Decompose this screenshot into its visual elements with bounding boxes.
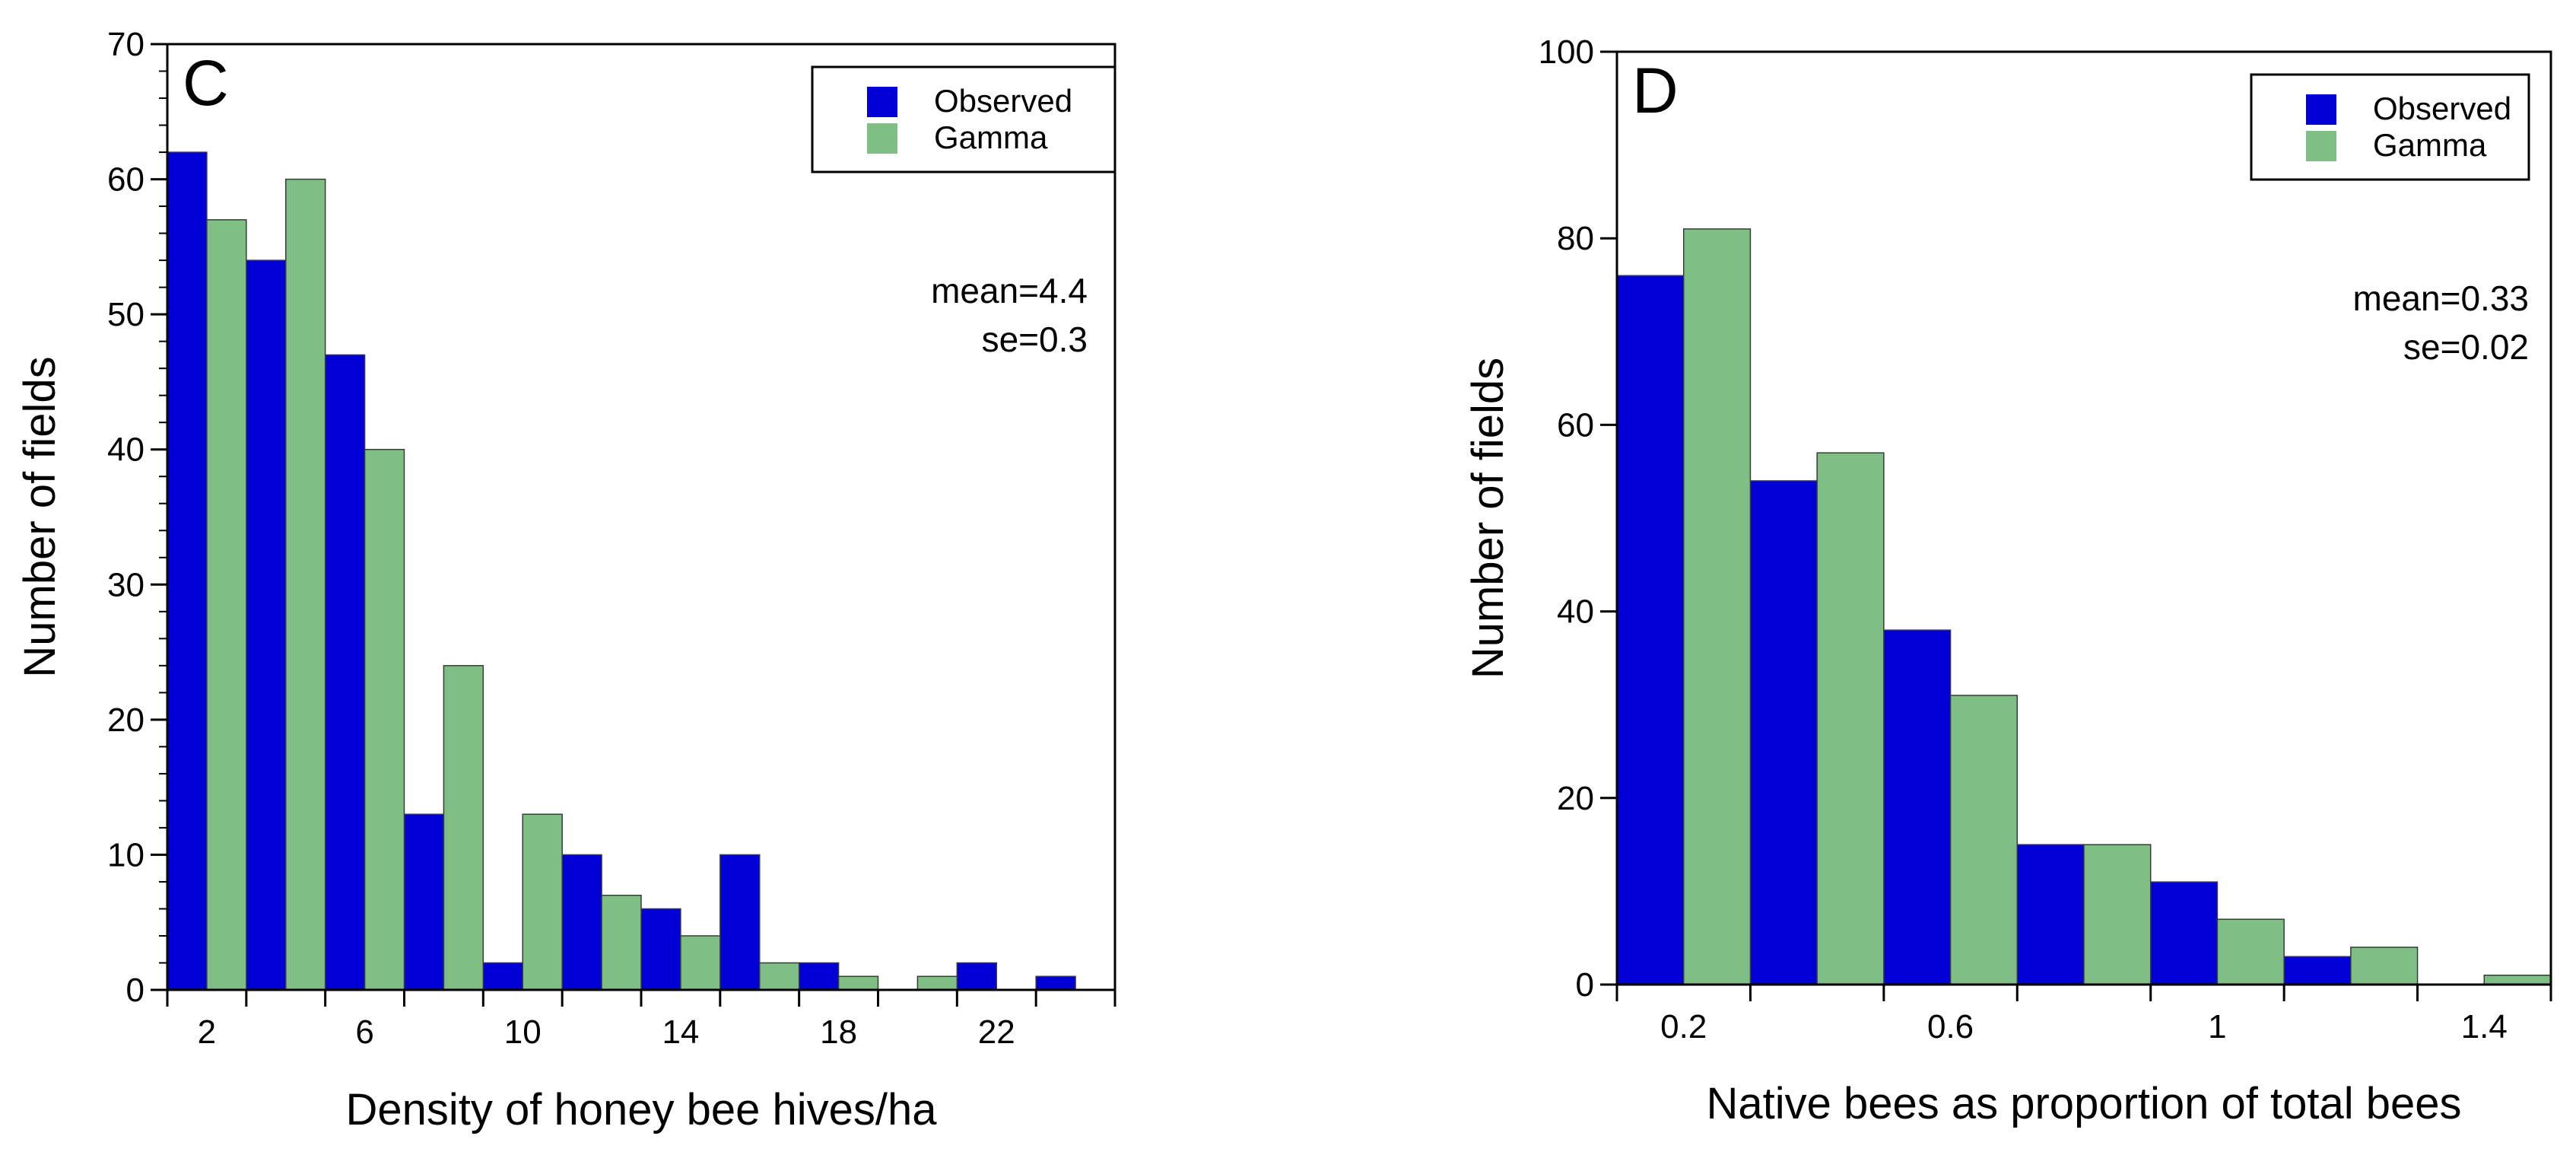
bar-observed-0.4 [1749,480,1818,985]
se-annotation: se=0.02 [2403,327,2529,367]
bar-observed-8 [403,813,445,991]
bar-observed-10 [482,962,523,991]
legend-swatch-observed [867,87,897,117]
x-tick-label: 14 [662,1013,699,1051]
bar-gamma-2 [206,219,247,991]
panel-label: D [1632,55,1679,126]
bar-observed-24 [1035,975,1076,991]
bar-observed-4 [246,259,287,991]
legend-label-observed: Observed [2373,91,2511,126]
mean-annotation: mean=4.4 [931,271,1088,310]
bar-observed-14 [640,908,681,991]
legend-label-observed: Observed [934,83,1072,119]
se-annotation: se=0.3 [982,320,1088,359]
bar-gamma-0.8 [2083,844,2152,985]
y-tick-label: 40 [107,431,145,469]
bar-gamma-0.6 [1949,695,2019,985]
plot-frame [1615,50,2552,986]
legend-swatch-gamma [867,123,897,154]
bar-gamma-20 [916,975,958,991]
bar-observed-16 [719,854,761,991]
y-tick-label: 50 [107,296,145,333]
y-tick-label: 60 [1557,406,1594,444]
panel-label: C [183,47,229,119]
bar-gamma-0.4 [1816,452,1885,985]
legend-swatch-observed [2306,94,2336,125]
x-tick-label: 6 [355,1013,373,1051]
legend-label-gamma: Gamma [2373,127,2487,163]
bar-observed-1.2 [2283,956,2352,985]
bar-observed-0.8 [2016,844,2085,985]
y-tick-label: 100 [1539,33,1594,71]
legend-box [811,65,1116,173]
y-tick-label: 20 [1557,780,1594,817]
bar-gamma-8 [443,665,484,991]
bar-gamma-1.2 [2350,947,2419,985]
bar-gamma-18 [837,975,879,991]
x-tick-label: 22 [978,1013,1015,1051]
y-tick-label: 60 [107,161,145,199]
y-tick-label: 0 [1576,966,1594,1004]
bar-gamma-16 [759,962,800,991]
legend-swatch-gamma [2306,131,2336,161]
y-tick-label: 10 [107,836,145,873]
bar-gamma-1.4 [2483,974,2552,985]
bar-gamma-4 [285,178,326,991]
x-tick-label: 18 [820,1013,857,1051]
bar-observed-0.2 [1616,275,1685,985]
x-tick-label: 1 [2208,1008,2226,1045]
y-tick-label: 30 [107,566,145,603]
legend-label-gamma: Gamma [934,119,1048,155]
y-tick-label: 40 [1557,593,1594,631]
bar-observed-2 [167,151,208,991]
bar-observed-18 [798,962,840,991]
bar-observed-22 [956,962,998,991]
x-axis-title: Native bees as proportion of total bees [1706,1079,2461,1128]
y-tick-label: 0 [126,972,145,1009]
bar-gamma-0.2 [1682,228,1752,985]
legend-box [2250,73,2530,181]
bar-observed-1 [2149,881,2219,985]
x-axis-title: Density of honey bee hives/ha [345,1085,937,1134]
bar-observed-12 [561,854,602,991]
x-tick-label: 0.6 [1927,1008,1974,1045]
x-tick-label: 2 [198,1013,216,1051]
bar-observed-6 [324,354,366,991]
y-axis-title: Number of fields [15,356,65,677]
mean-annotation: mean=0.33 [2353,278,2529,318]
y-tick-label: 80 [1557,220,1594,257]
y-tick-label: 70 [107,26,145,63]
x-tick-label: 1.4 [2461,1008,2508,1045]
bar-gamma-12 [601,894,642,991]
bar-gamma-1 [2216,918,2285,985]
x-tick-label: 10 [504,1013,542,1051]
x-tick-label: 0.2 [1660,1008,1707,1045]
bar-gamma-6 [364,448,405,991]
bar-gamma-10 [522,813,563,991]
bar-observed-0.6 [1883,629,1952,985]
histogram-panel-c: 0 10 20 30 40 50 60 70 2 6 10 14 18 22 Density of hone… [15,26,1116,1134]
y-axis-title: Number of fields [1463,358,1513,679]
y-tick-label: 20 [107,702,145,739]
bar-gamma-14 [680,935,721,991]
